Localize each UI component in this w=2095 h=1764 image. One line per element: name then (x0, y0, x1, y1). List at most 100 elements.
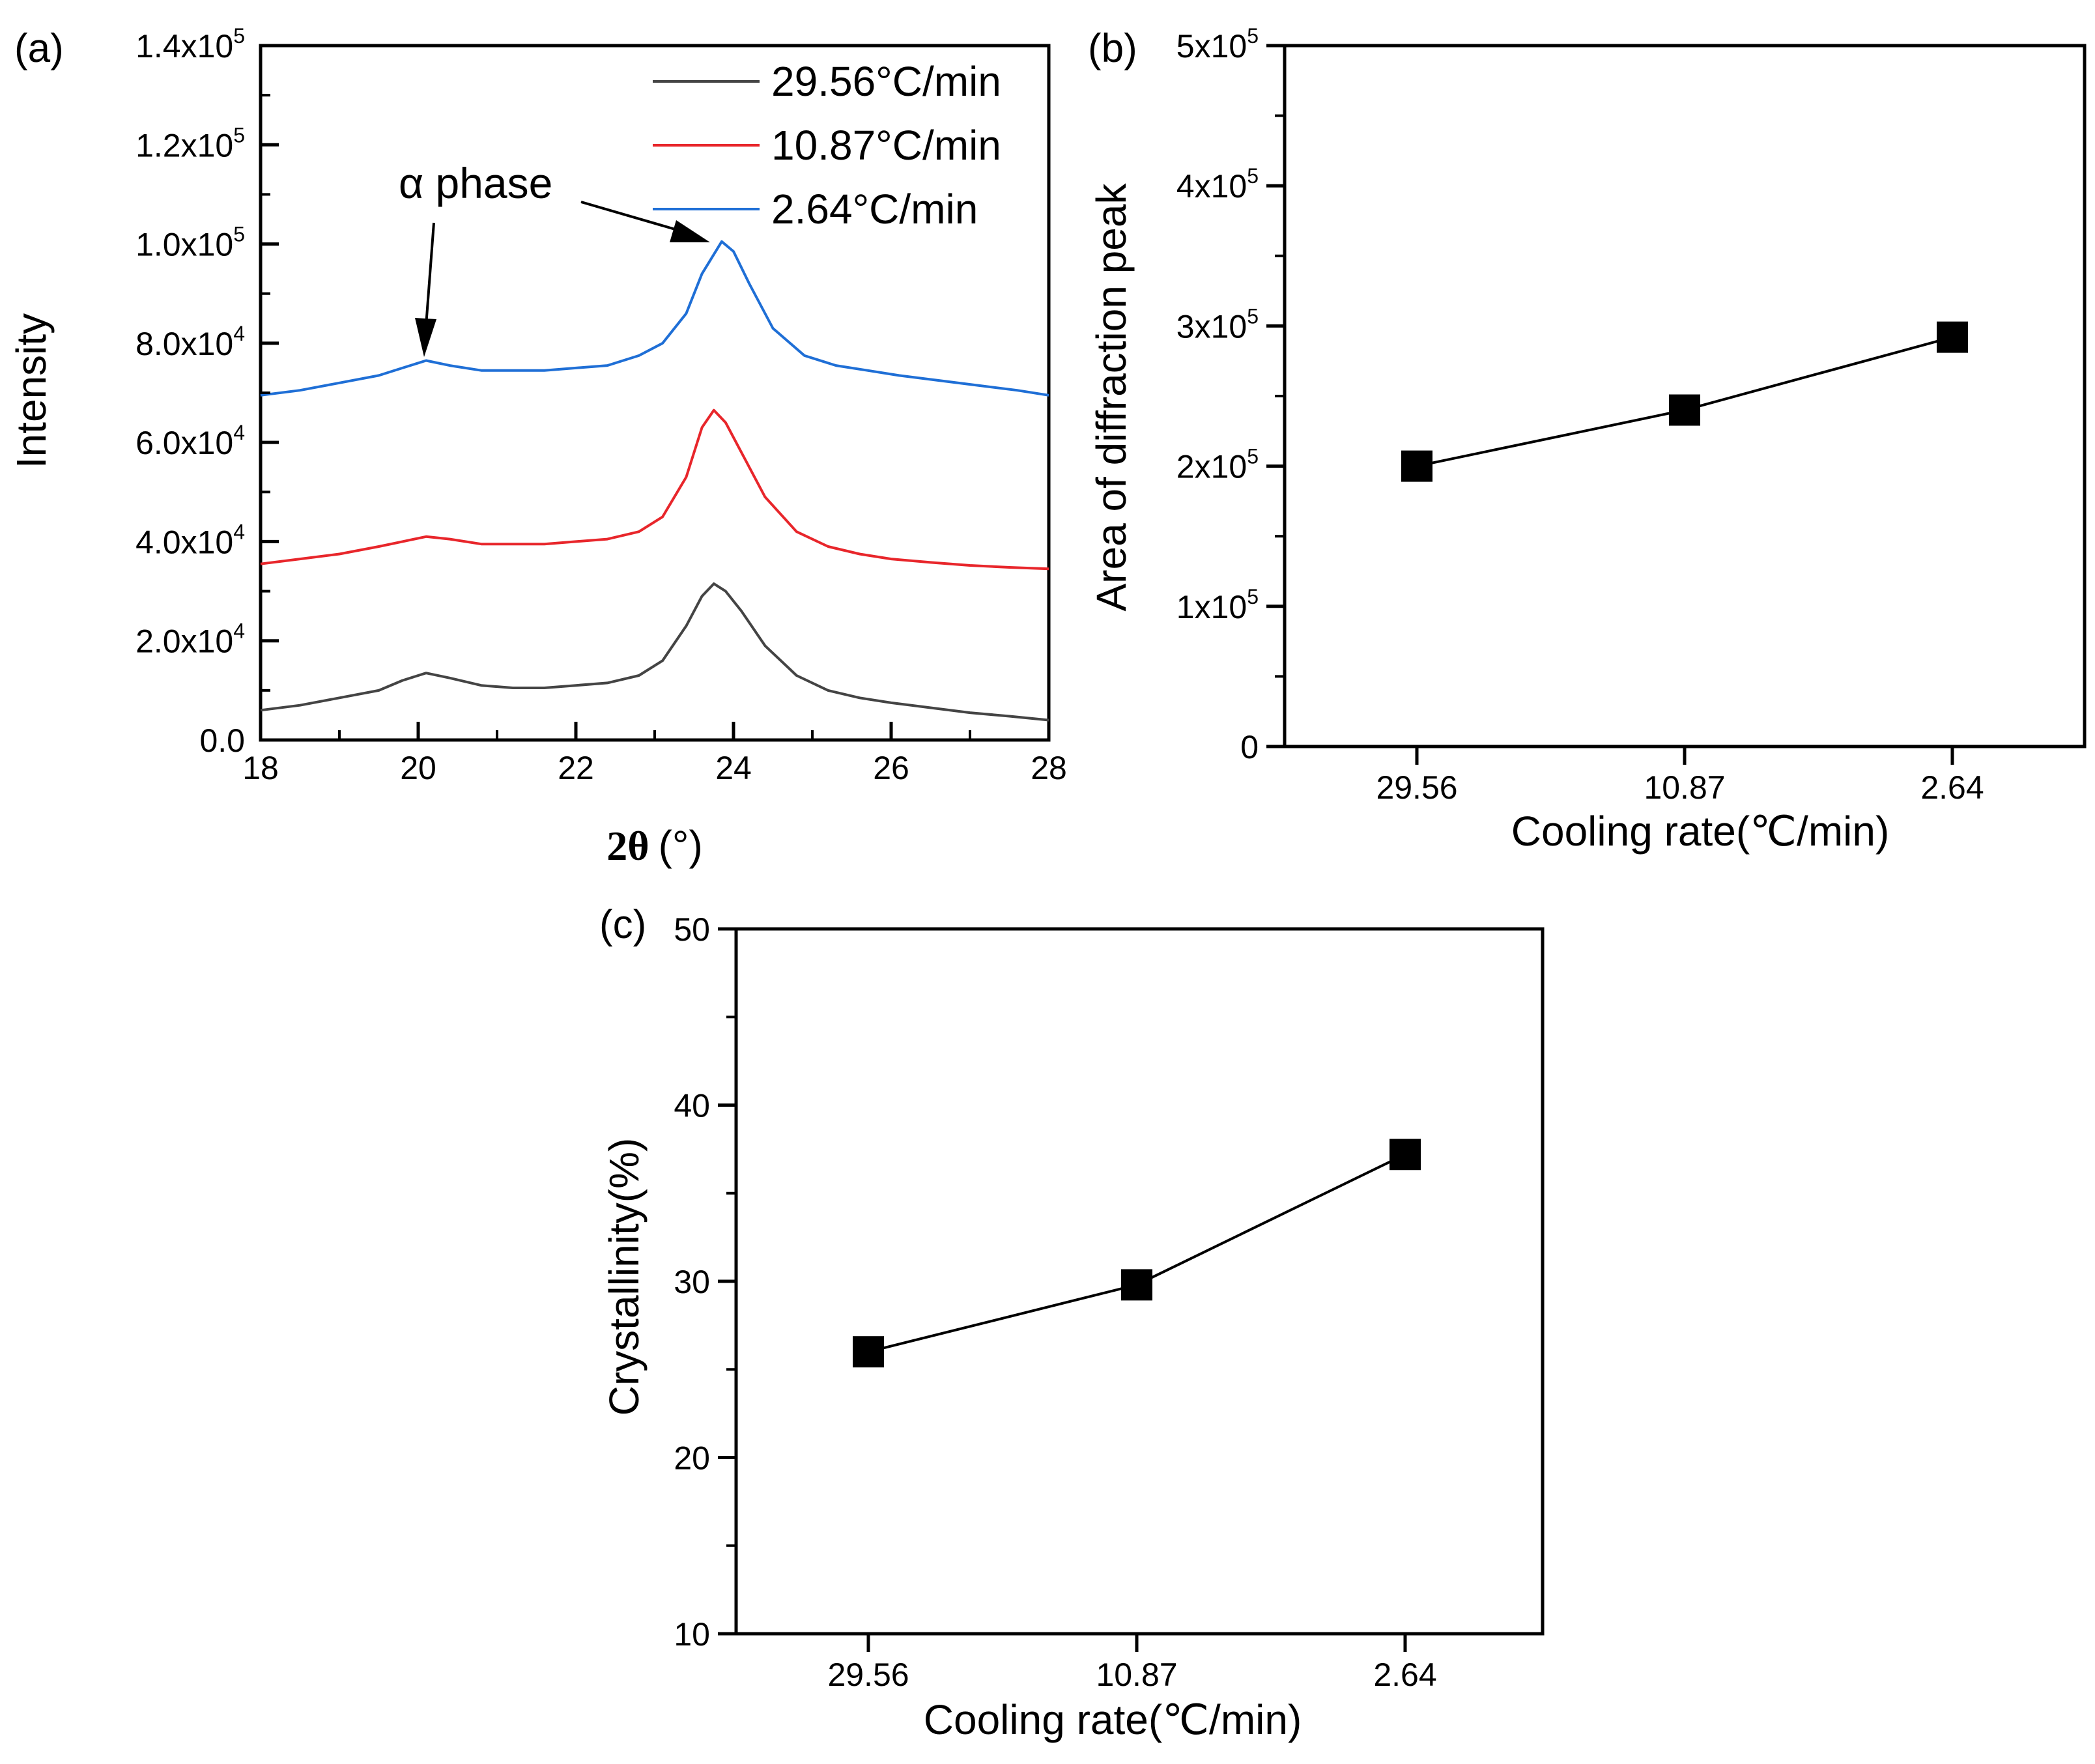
x-tick-label-24: 24 (715, 750, 752, 786)
c-y-tick-label-4-mantissa: 50 (674, 911, 710, 948)
x-tick-label-18: 18 (242, 750, 279, 786)
b-y-tick-label-2: 2x105 (1176, 445, 1259, 485)
y-tick-label-6-mantissa: 1.2x10 (135, 127, 233, 164)
y-tick-label-3: 6.0x104 (135, 421, 245, 461)
c-y-tick-label-4: 50 (674, 911, 710, 948)
legend-label-1: 10.87°C/min (771, 122, 1001, 169)
b-x-tick-label-2: 2.64 (1920, 769, 1984, 806)
y-tick-label-1-mantissa: 2.0x10 (135, 623, 233, 660)
panel-a-x-axis-label: 2θ (°) (606, 822, 703, 869)
b-y-tick-label-5-mantissa: 5x10 (1176, 28, 1247, 64)
b-y-tick-label-2-exponent: 5 (1247, 445, 1259, 468)
y-tick-label-2-mantissa: 4.0x10 (135, 524, 233, 560)
b-y-tick-label-3-mantissa: 3x10 (1176, 308, 1247, 345)
panel-b-label: (b) (1088, 26, 1137, 71)
c-y-tick-label-3-mantissa: 40 (674, 1088, 710, 1124)
y-tick-label-2: 4.0x104 (135, 520, 245, 560)
c-y-tick-label-1: 20 (674, 1440, 710, 1477)
y-tick-label-4-mantissa: 8.0x10 (135, 326, 233, 362)
panel-a-label: (a) (14, 26, 64, 71)
alpha-arrow-right-head (670, 220, 710, 242)
alpha-phase-label: α phase (399, 159, 552, 207)
panel-c-y-axis-label: Crystallinity(%) (601, 1138, 648, 1416)
x-tick-label-28: 28 (1031, 750, 1067, 786)
b-y-tick-label-1-mantissa: 1x10 (1176, 589, 1247, 625)
c-y-tick-label-0-mantissa: 10 (674, 1616, 710, 1653)
y-tick-label-6: 1.2x105 (135, 123, 245, 164)
panel-a-y-axis-label: Intensity (8, 313, 55, 468)
panel-c-crystallinity-chart: (c) 10 20 30 40 50 29.56 10.87 2.64 Crystallin… (599, 902, 1545, 1743)
series-line-2 (260, 240, 1049, 397)
panel-a-x-ticks: 18 20 22 24 26 28 (242, 722, 1067, 786)
y-tick-label-5-exponent: 5 (233, 223, 245, 246)
series-line-1 (260, 408, 1049, 571)
panel-a-series-group (260, 240, 1049, 722)
b-y-tick-label-2-mantissa: 2x10 (1176, 449, 1247, 485)
b-y-tick-label-3: 3x105 (1176, 304, 1259, 345)
alpha-arrow-left-head (415, 318, 436, 357)
b-y-tick-label-0: 0 (1240, 729, 1259, 765)
c-y-tick-label-0: 10 (674, 1616, 710, 1653)
b-point-1 (1669, 394, 1700, 426)
panel-b-y-axis-label: Area of diffraction peak (1088, 183, 1135, 612)
c-x-tick-label-1: 10.87 (1096, 1657, 1177, 1693)
y-tick-label-0: 0.0 (199, 722, 245, 759)
y-tick-label-1-exponent: 4 (233, 619, 245, 643)
panel-b-x-ticks: 29.56 10.87 2.64 (1376, 747, 1984, 806)
b-x-tick-label-0: 29.56 (1376, 769, 1457, 806)
x-tick-label-26: 26 (873, 750, 909, 786)
y-tick-label-5: 1.0x105 (135, 223, 245, 263)
y-tick-label-7-exponent: 5 (233, 24, 245, 48)
b-point-2 (1937, 321, 1968, 353)
x-tick-label-20: 20 (400, 750, 436, 786)
x-tick-label-22: 22 (558, 750, 594, 786)
c-x-tick-label-0: 29.56 (827, 1657, 909, 1693)
c-y-tick-label-1-mantissa: 20 (674, 1440, 710, 1477)
panel-a-y-ticks: 0.02.0x1044.0x1046.0x1048.0x1041.0x1051.… (135, 24, 279, 759)
panel-b-series-group (1401, 321, 1968, 482)
alpha-arrow-left-line (425, 222, 435, 326)
panel-a-legend: 29.56°C/min 10.87°C/min 2.64°C/min (653, 58, 1001, 233)
panel-c-series-group (853, 1139, 1421, 1368)
b-y-tick-label-1-exponent: 5 (1247, 585, 1259, 608)
panel-c-label: (c) (599, 902, 646, 947)
y-tick-label-4-exponent: 4 (233, 322, 245, 345)
panel-c-x-ticks: 29.56 10.87 2.64 (827, 1634, 1437, 1693)
c-x-tick-label-2: 2.64 (1373, 1657, 1436, 1693)
series-line-0 (260, 582, 1049, 722)
panel-c-x-axis-label: Cooling rate(℃/min) (924, 1696, 1302, 1743)
b-y-tick-label-5: 5x105 (1176, 24, 1259, 64)
panel-b-x-axis-label: Cooling rate(℃/min) (1511, 808, 1890, 855)
legend-label-2: 2.64°C/min (771, 186, 978, 233)
b-y-tick-label-0-mantissa: 0 (1240, 729, 1259, 765)
y-tick-label-0-mantissa: 0.0 (199, 722, 245, 759)
alpha-phase-annotation: α phase (399, 159, 710, 357)
y-tick-label-3-exponent: 4 (233, 421, 245, 444)
y-tick-label-7: 1.4x105 (135, 24, 245, 64)
c-y-tick-label-2-mantissa: 30 (674, 1264, 710, 1300)
b-y-tick-label-4-exponent: 5 (1247, 164, 1259, 188)
c-series-line (868, 1153, 1406, 1354)
legend-label-0: 29.56°C/min (771, 58, 1001, 105)
y-tick-label-1: 2.0x104 (135, 619, 245, 660)
y-tick-label-7-mantissa: 1.4x10 (135, 28, 233, 64)
y-tick-label-4: 8.0x104 (135, 322, 245, 362)
panel-c-y-ticks: 10 20 30 40 50 (674, 911, 736, 1653)
y-tick-label-2-exponent: 4 (233, 520, 245, 543)
y-tick-label-6-exponent: 5 (233, 123, 245, 147)
alpha-arrow-right-line (580, 201, 685, 233)
b-point-0 (1401, 450, 1432, 482)
c-point-0 (853, 1336, 884, 1368)
b-y-tick-label-5-exponent: 5 (1247, 24, 1259, 48)
c-point-2 (1390, 1139, 1421, 1171)
c-y-tick-label-2: 30 (674, 1264, 710, 1300)
b-x-tick-label-1: 10.87 (1644, 769, 1725, 806)
b-y-tick-label-4-mantissa: 4x10 (1176, 168, 1247, 205)
b-y-tick-label-1: 1x105 (1176, 585, 1259, 625)
panel-a-x-axis-label-unit: (°) (659, 822, 703, 869)
c-y-tick-label-3: 40 (674, 1088, 710, 1124)
y-tick-label-5-mantissa: 1.0x10 (135, 227, 233, 263)
b-y-tick-label-3-exponent: 5 (1247, 304, 1259, 328)
